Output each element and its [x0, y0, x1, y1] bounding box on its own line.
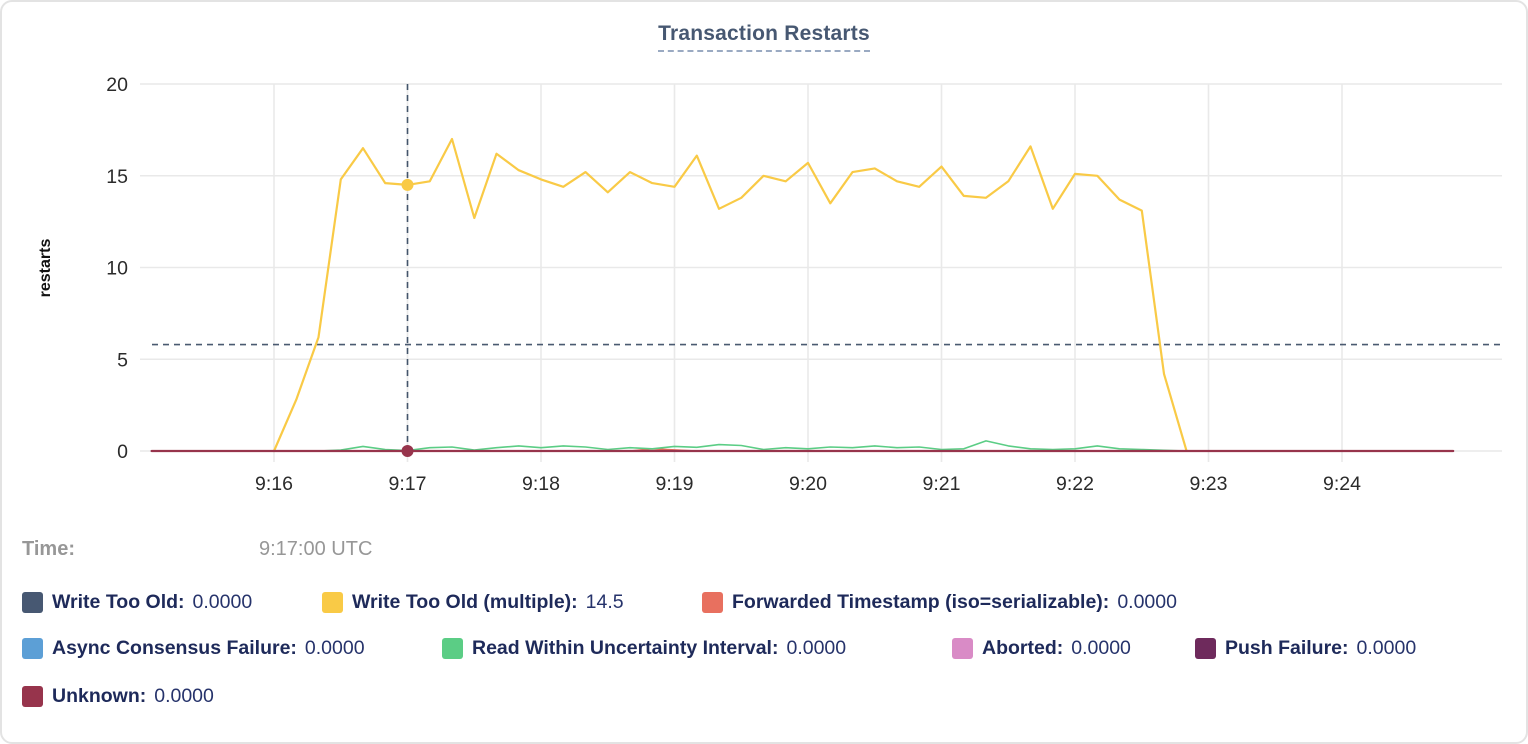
x-axis-tick-label: 9:16: [255, 473, 293, 495]
x-axis-tick-label: 9:23: [1190, 473, 1228, 495]
chart-title[interactable]: Transaction Restarts: [658, 22, 870, 52]
legend-value: 0.0000: [1117, 590, 1177, 613]
legend-item-read-within-uncertainty-interval: Read Within Uncertainty Interval: 0.0000: [442, 636, 846, 660]
hover-time-label: Time:: [22, 538, 75, 560]
legend-label: Push Failure:: [1225, 636, 1349, 659]
legend-value: 14.5: [585, 590, 624, 613]
x-axis-tick-label: 9:21: [923, 473, 961, 495]
legend-label: Read Within Uncertainty Interval:: [472, 636, 779, 659]
legend-value: 0.0000: [1356, 636, 1417, 659]
hover-time-value: 9:17:00 UTC: [259, 538, 373, 560]
legend-item-push-failure: Push Failure: 0.0000: [1195, 636, 1416, 660]
legend-swatch: [442, 637, 463, 659]
legend-value: 0.0000: [304, 636, 365, 659]
legend-value: 0.0000: [1071, 636, 1131, 659]
legend-item-async-consensus-failure: Async Consensus Failure: 0.0000: [22, 636, 365, 660]
legend-label: Unknown:: [52, 684, 147, 707]
series-path-1: [272, 137, 1188, 453]
legend-swatch: [22, 591, 43, 613]
chart-title-row: Transaction Restarts: [2, 22, 1526, 52]
x-axis-tick-label: 9:18: [522, 473, 560, 495]
hover-dot: [401, 445, 414, 457]
x-axis-tick-label: 9:19: [656, 473, 694, 495]
y-axis-title: restarts: [37, 239, 54, 298]
legend-label: Write Too Old (multiple):: [352, 590, 578, 613]
legend-item-aborted: Aborted: 0.0000: [952, 636, 1131, 660]
legend-swatch: [22, 637, 43, 659]
y-axis-tick-label: 10: [106, 258, 128, 280]
x-axis-tick-label: 9:20: [789, 473, 827, 495]
legend-item-forwarded-timestamp-iso-serializable: Forwarded Timestamp (iso=serializable): 0…: [702, 590, 1177, 614]
legend-swatch: [1195, 637, 1216, 659]
x-axis-tick-label: 9:24: [1323, 473, 1361, 495]
legend-swatch: [952, 637, 973, 659]
hover-dot: [401, 178, 414, 191]
y-axis-tick-label: 20: [106, 74, 128, 96]
legend-value: 0.0000: [192, 590, 253, 613]
transaction-restarts-chart[interactable]: 0 5 10 15 20 9:16 9:17 9:18 9:19 9:20 9:21 9:22 9:23…: [2, 2, 1528, 522]
legend-swatch: [22, 685, 43, 707]
legend-swatch: [322, 591, 343, 613]
series-path-4: [317, 440, 1188, 452]
y-axis-tick-label: 0: [117, 441, 128, 463]
legend-value: 0.0000: [154, 684, 214, 707]
x-axis-tick-label: 9:17: [389, 473, 427, 495]
legend-label: Forwarded Timestamp (iso=serializable):: [732, 590, 1110, 613]
y-axis-tick-label: 5: [117, 349, 128, 371]
legend-label: Write Too Old:: [52, 590, 185, 613]
legend-value: 0.0000: [786, 636, 847, 659]
legend-label: Async Consensus Failure:: [52, 636, 297, 659]
legend-item-write-too-old-multiple: Write Too Old (multiple): 14.5: [322, 590, 624, 614]
y-axis-tick-label: 15: [106, 166, 128, 188]
x-axis-tick-label: 9:22: [1056, 473, 1094, 495]
legend-item-write-too-old: Write Too Old: 0.0000: [22, 590, 252, 614]
legend-item-unknown: Unknown: 0.0000: [22, 684, 214, 708]
legend-label: Aborted:: [982, 636, 1064, 659]
hover-time-row: Time: 9:17:00 UTC: [2, 538, 1526, 564]
legend-swatch: [702, 591, 723, 613]
